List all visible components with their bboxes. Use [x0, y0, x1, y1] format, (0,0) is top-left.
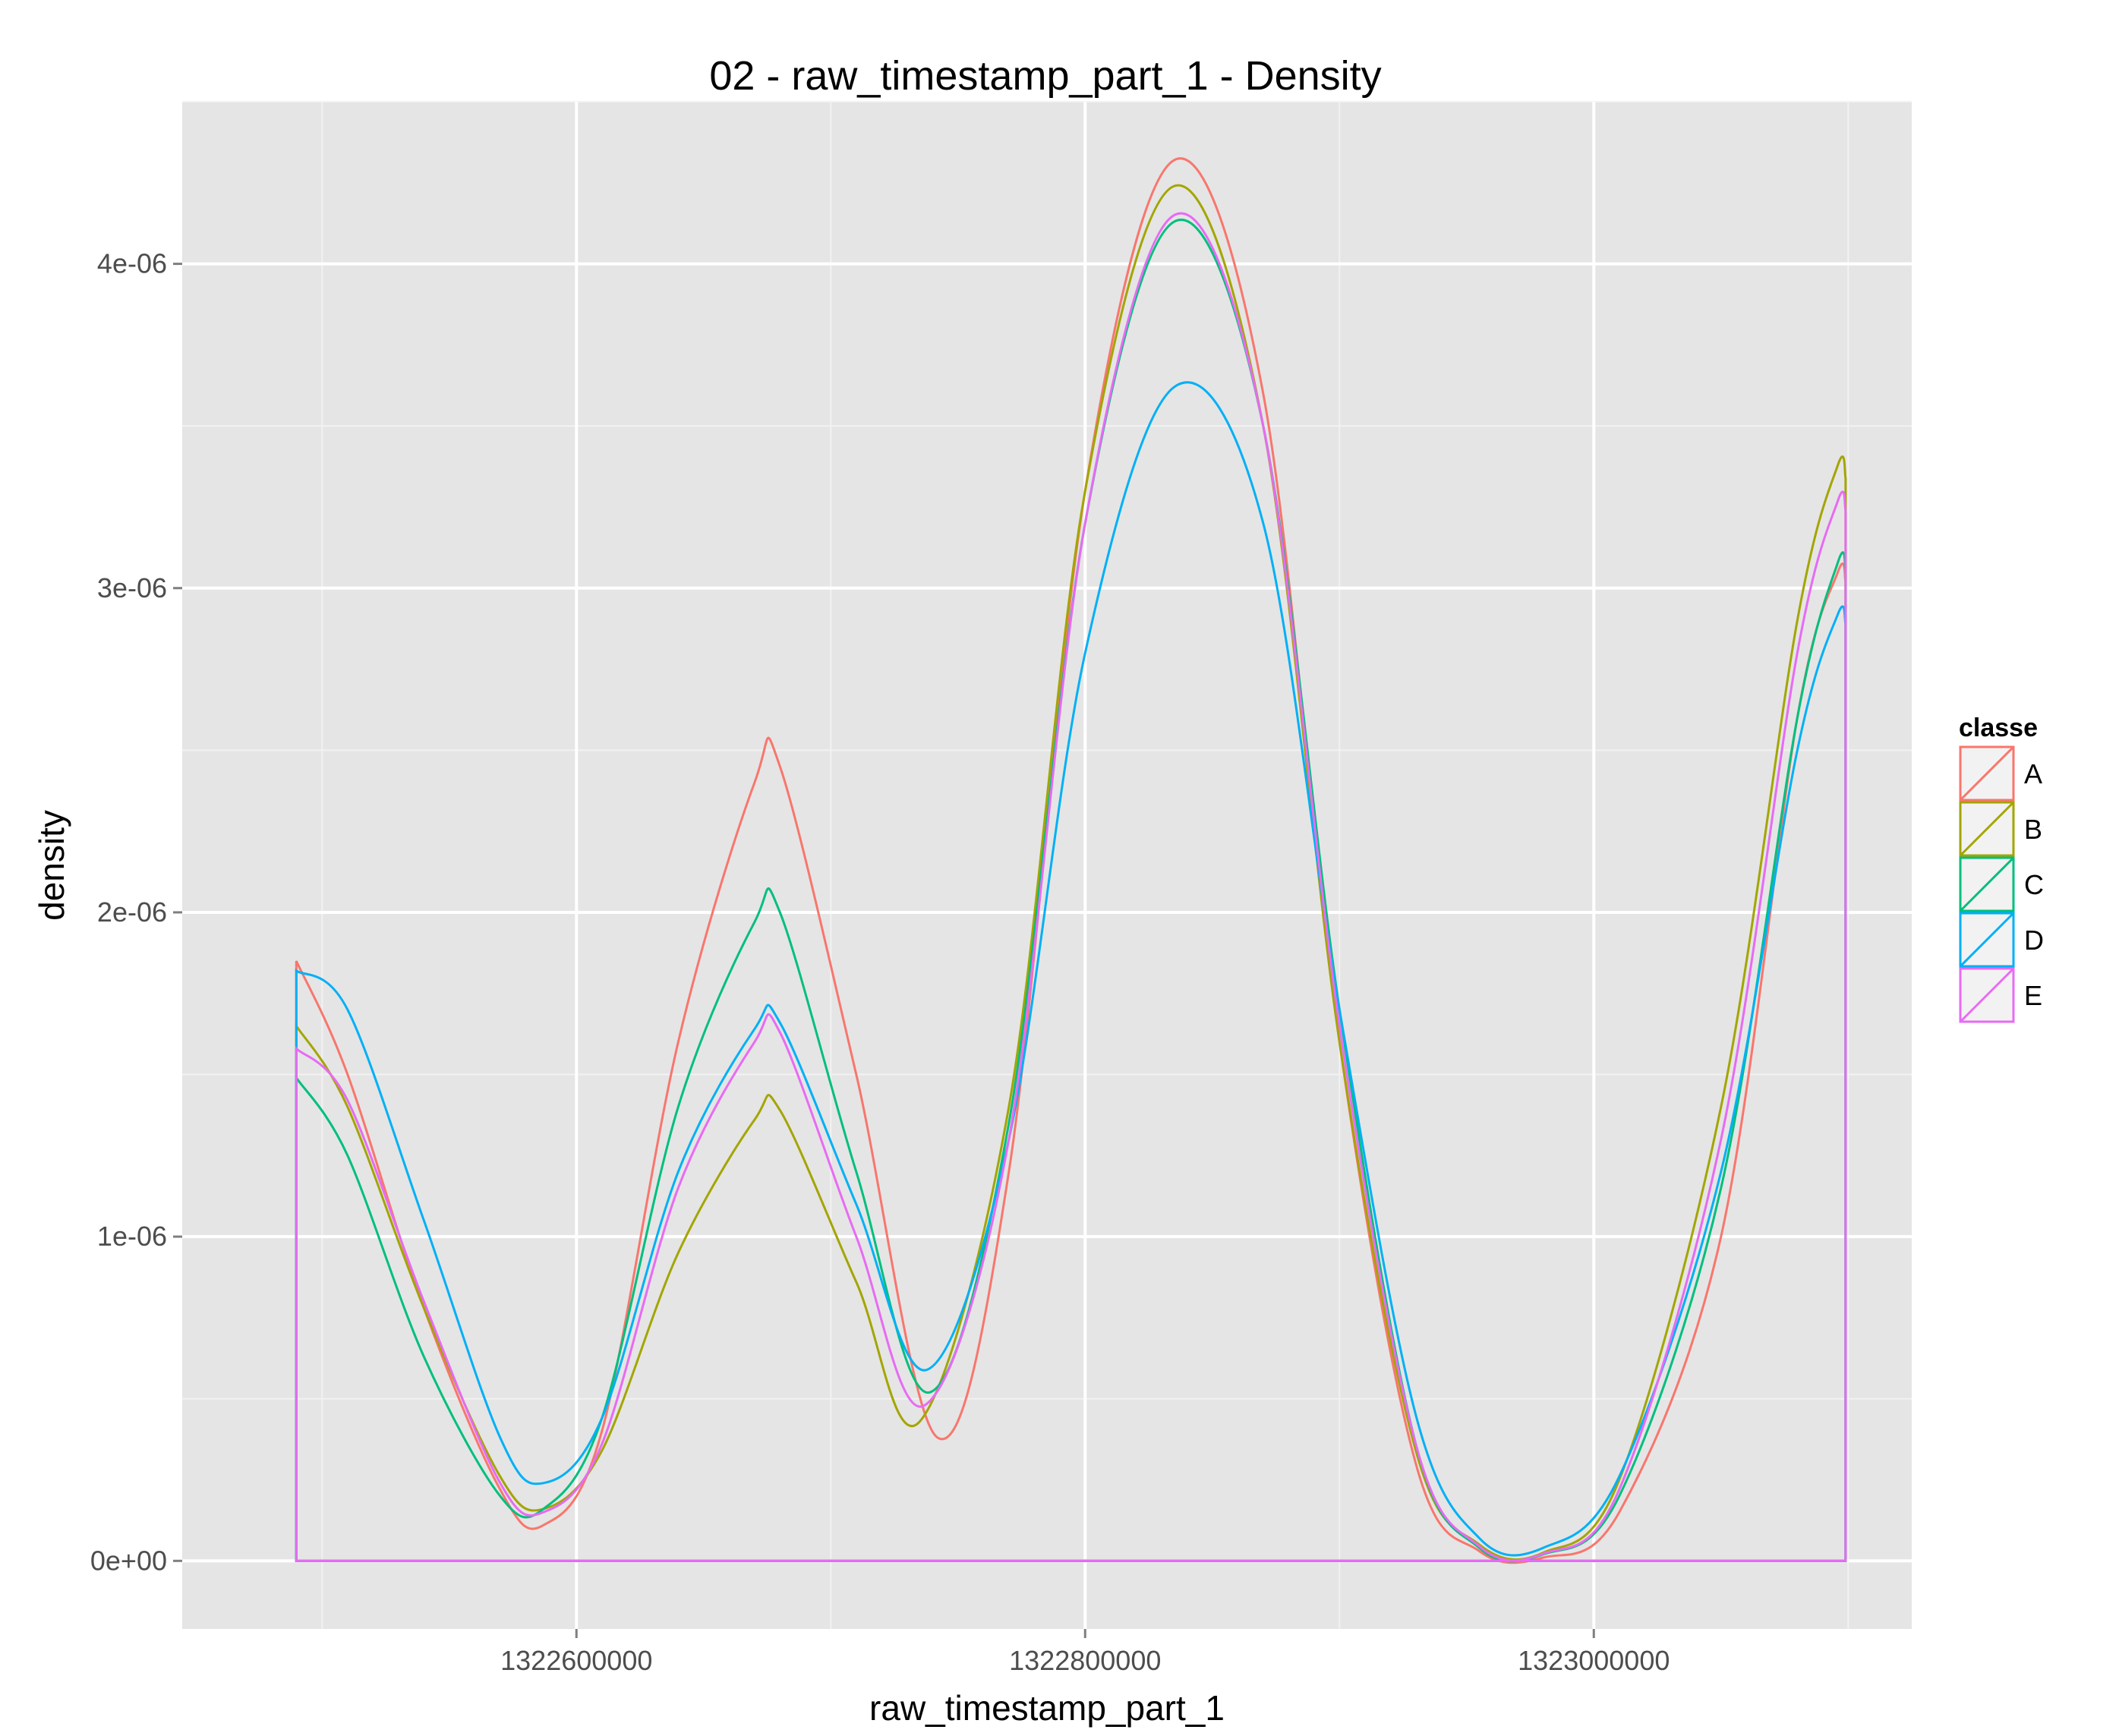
- x-tick-label: 1322600000: [500, 1645, 652, 1676]
- legend-label-E: E: [2024, 980, 2042, 1011]
- y-axis-ticks: 0e+00 1e-06 2e-06 3e-06 4e-06: [90, 248, 182, 1576]
- plot-panel: [182, 102, 1912, 1629]
- x-tick-label: 1322800000: [1009, 1645, 1161, 1676]
- legend-key-slash-E: [1959, 967, 2015, 1023]
- legend-label-A: A: [2024, 758, 2042, 789]
- y-tick-label: 4e-06: [97, 248, 167, 279]
- y-tick-label: 1e-06: [97, 1221, 167, 1252]
- legend-label-D: D: [2024, 925, 2044, 956]
- density-curve-B: [295, 184, 1847, 1562]
- density-curve-E: [295, 212, 1847, 1562]
- x-axis-title: raw_timestamp_part_1: [869, 1688, 1225, 1728]
- density-curve-D: [295, 381, 1847, 1562]
- y-tick-label: 3e-06: [97, 572, 167, 603]
- legend-title: classe: [1959, 714, 2038, 742]
- density-curve-A: [295, 157, 1847, 1564]
- x-axis-ticks: 1322600000 1322800000 1323000000: [500, 1629, 1670, 1676]
- y-tick-label: 2e-06: [97, 896, 167, 928]
- legend-label-C: C: [2024, 869, 2044, 900]
- density-curves: [295, 157, 1847, 1564]
- chart-title: 02 - raw_timestamp_part_1 - Density: [709, 53, 1381, 99]
- legend-key-slash-B: [1959, 801, 2015, 857]
- legend-key-slash-C: [1959, 856, 2015, 912]
- minor-gridlines: [182, 101, 1912, 1629]
- legend-key-slash-D: [1959, 912, 2015, 968]
- y-tick-label: 0e+00: [90, 1545, 167, 1576]
- y-axis-title: density: [32, 810, 71, 921]
- legend-label-B: B: [2024, 814, 2042, 845]
- x-tick-label: 1323000000: [1518, 1645, 1670, 1676]
- legend-key-slash-A: [1959, 745, 2015, 802]
